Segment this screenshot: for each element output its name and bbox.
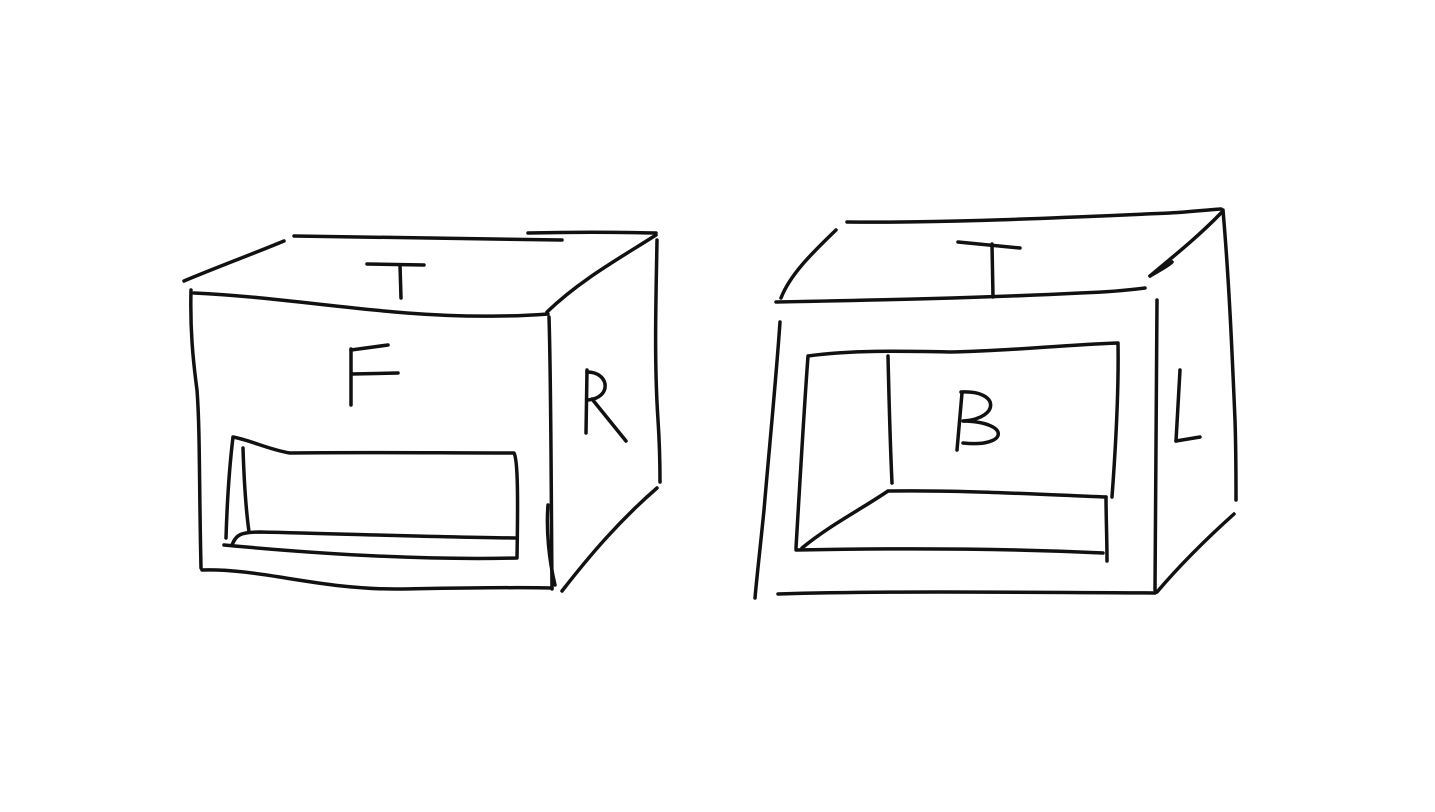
box2-top-left-edge	[779, 228, 838, 300]
box1-front-left-edge	[189, 288, 203, 570]
box1-right-front-stub	[545, 503, 557, 587]
back-view-box: T B L	[753, 207, 1238, 600]
box1-front-label: F	[370, 379, 371, 381]
box2-opening-bottom	[794, 547, 1105, 555]
box1-top-label-glyph	[365, 262, 426, 300]
box1-front-bottom-edge	[200, 568, 554, 591]
box2-back-label: B	[975, 424, 976, 426]
box2-front-right-edge	[1153, 298, 1159, 592]
box1-top-far-edge	[292, 234, 564, 242]
box1-right-label-glyph	[584, 368, 628, 443]
box1-top-right-edge	[545, 233, 658, 314]
front-view-box: T F R	[182, 230, 662, 593]
box1-top-front-edge	[192, 291, 550, 318]
box2-front-left-edge	[753, 320, 782, 600]
box2-top-right-edge	[1148, 210, 1224, 278]
box2-top-label-glyph	[956, 240, 1022, 299]
box2-top-label: T	[985, 269, 986, 271]
box2-top-front-edge	[774, 286, 1147, 304]
box2-opening-floor-diagonal	[800, 489, 890, 550]
box1-opening-inner-left	[241, 446, 251, 534]
box2-back-label-glyph	[955, 390, 1000, 452]
box2-side-label: L	[1185, 409, 1186, 411]
box1-top-back-edge	[182, 239, 286, 283]
box1-right-bottom-edge	[560, 486, 659, 593]
box2-side-label-glyph	[1174, 368, 1202, 443]
box2-opening-outer	[794, 341, 1120, 550]
box1-opening-floor	[230, 530, 517, 547]
box2-opening-inner-left	[886, 354, 894, 485]
box2-side-bottom-edge	[1155, 512, 1236, 594]
box2-top-far-edge	[845, 207, 1223, 224]
box1-front-right-edge	[547, 315, 554, 591]
box2-front-bottom-edge	[776, 590, 1157, 596]
box1-right-back-edge	[653, 238, 662, 484]
box1-top-label: T	[390, 279, 391, 281]
box2-opening-floor-back	[887, 489, 1108, 499]
box2-opening-right-inner	[1104, 495, 1109, 563]
box1-opening-outer	[222, 435, 520, 561]
box2-top-right-stub	[1148, 260, 1174, 278]
box1-front-label-glyph	[349, 343, 400, 407]
box2-side-back-edge	[1221, 208, 1238, 502]
box1-top-far-edge-right	[526, 230, 658, 235]
